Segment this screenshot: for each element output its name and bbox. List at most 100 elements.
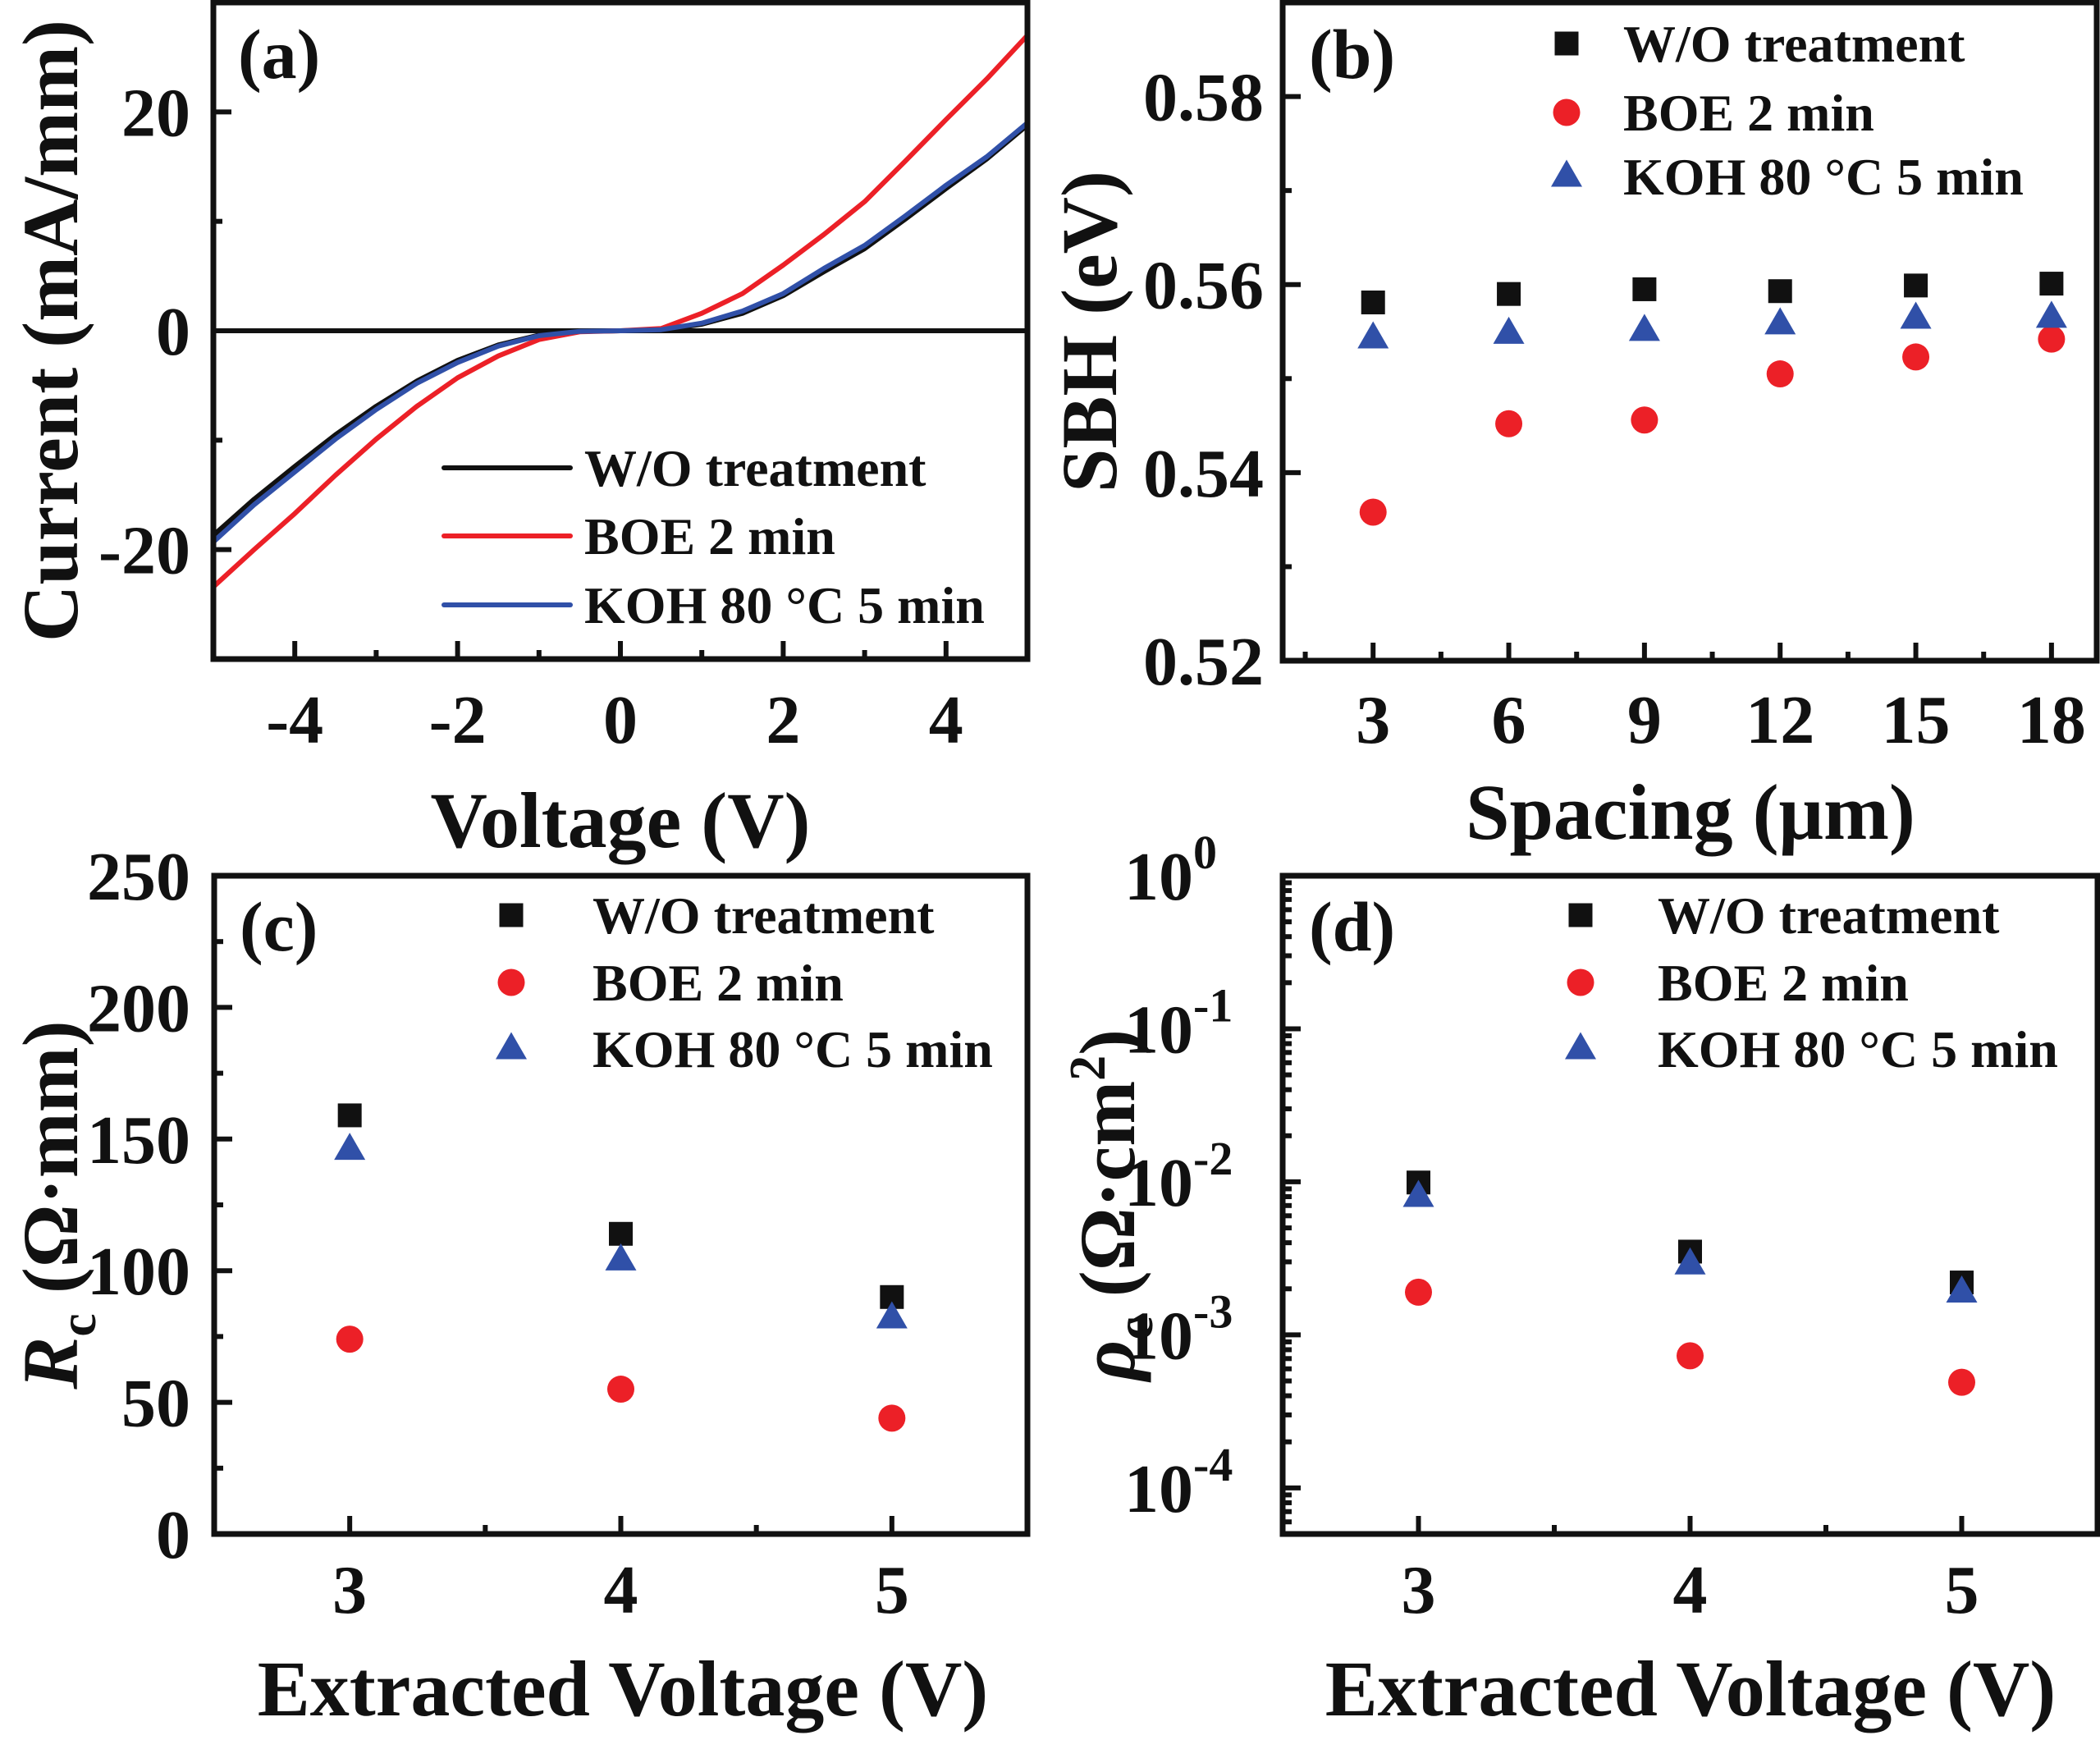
x-tick-label: 5: [875, 1552, 909, 1628]
y-title-subscript: c: [48, 1313, 107, 1336]
series-line-2: [211, 120, 1030, 545]
y-tick-label: 200: [87, 970, 190, 1046]
legend-swatch-triangle: [496, 1032, 527, 1060]
data-point-triangle: [1493, 316, 1525, 344]
x-tick-label: 4: [1673, 1552, 1708, 1628]
data-point-triangle: [2035, 300, 2067, 328]
y-tick-base: 10: [1124, 1298, 1193, 1374]
data-point-triangle: [876, 1301, 908, 1329]
y-tick-exponent: -1: [1193, 978, 1233, 1032]
x-tick-label: 3: [332, 1552, 367, 1628]
x-tick-label: 2: [766, 682, 800, 758]
panel-label: (d): [1309, 887, 1395, 966]
legend-item: BOE 2 min: [497, 954, 844, 1012]
y-tick-label: 100: [1124, 826, 1217, 915]
legend: W/O treatment BOE 2 min KOH 80 °C 5 min: [1565, 886, 2058, 1078]
panel-b-sbh-vs-spacing: 3 6 9 12 15 18 0.52 0.54 0.56 0.58 (b) Spacing (μm)…: [1045, 0, 2100, 856]
legend-label: W/O treatment: [592, 886, 935, 945]
y-tick-label: 150: [87, 1102, 190, 1179]
y-axis-title: Current (mA/mm): [7, 20, 94, 642]
plot-frame: [211, 872, 1031, 1537]
x-tick-label: -2: [429, 682, 487, 758]
y-tick-label: 50: [121, 1366, 190, 1442]
legend-swatch-square: [1554, 31, 1579, 56]
data-point-square: [609, 1221, 633, 1246]
data-point-triangle: [605, 1243, 637, 1271]
y-title-subscript: c: [1105, 1316, 1164, 1339]
y-tick-label: 10-1: [1124, 978, 1233, 1068]
y-tick-label: 100: [87, 1234, 190, 1310]
x-tick-label: 9: [1627, 682, 1662, 758]
data-point-square: [1904, 273, 1928, 298]
legend-label: KOH 80 °C 5 min: [1623, 148, 2024, 206]
legend-label: W/O treatment: [1623, 15, 1965, 73]
legend-swatch-triangle: [1565, 1032, 1596, 1060]
y-tick-label: 10-2: [1124, 1132, 1233, 1221]
legend-item: KOH 80 °C 5 min: [442, 576, 985, 634]
x-tick-label: 5: [1945, 1552, 1979, 1628]
data-point-square: [1632, 277, 1657, 301]
y-tick-label: 250: [87, 839, 190, 915]
data-point-square: [1497, 282, 1521, 306]
legend-label: BOE 2 min: [584, 507, 835, 566]
y-tick-label: 0.56: [1143, 248, 1264, 324]
y-tick-exponent: -4: [1193, 1438, 1233, 1491]
legend-label: BOE 2 min: [1658, 954, 1909, 1012]
legend-item: KOH 80 °C 5 min: [1565, 1020, 2058, 1078]
y-axis-title: SBH (eV): [1045, 171, 1133, 492]
legend-label: KOH 80 °C 5 min: [584, 576, 985, 634]
data-point-triangle: [1764, 307, 1796, 335]
data-point-square: [337, 1103, 362, 1128]
y-tick-label: -20: [98, 513, 190, 589]
y-tick-label: 0: [156, 294, 190, 370]
data-point-triangle: [1946, 1275, 1978, 1303]
y-tick-label: 0.58: [1143, 60, 1264, 136]
plot-frame: [1279, 0, 2100, 664]
data-point-circle: [1495, 410, 1523, 437]
y-axis-title: ρc (Ω·cm2): [1060, 1029, 1164, 1383]
data-point-circle: [1948, 1368, 1975, 1396]
data-point-square: [2039, 272, 2064, 296]
legend-item: BOE 2 min: [442, 507, 835, 566]
x-axis-title: Extracted Voltage (V): [1325, 1645, 2056, 1733]
x-tick-label: 4: [604, 1552, 638, 1628]
x-tick-label: 12: [1745, 682, 1814, 758]
legend-label: BOE 2 min: [592, 954, 844, 1012]
y-title-unit: (Ω·mm): [7, 1020, 94, 1313]
x-tick-label: 3: [1402, 1552, 1436, 1628]
legend-item: BOE 2 min: [1553, 84, 1874, 142]
plot-frame: [1279, 872, 2100, 1537]
legend-label: KOH 80 °C 5 min: [592, 1020, 993, 1078]
x-tick-label: 0: [603, 682, 638, 758]
legend: W/O treatment BOE 2 min KOH 80 °C 5 min: [1551, 15, 2024, 206]
panel-label: (c): [240, 887, 318, 966]
data-point-triangle: [1357, 321, 1389, 349]
legend-swatch-circle: [497, 968, 525, 996]
y-tick-base: 10: [1124, 991, 1193, 1068]
data-point-triangle: [1402, 1179, 1434, 1207]
x-tick-label: 4: [929, 682, 963, 758]
y-tick-exponent: -2: [1193, 1132, 1233, 1185]
y-tick-exponent: -3: [1193, 1284, 1233, 1338]
data-point-triangle: [1628, 314, 1660, 341]
y-tick-label: 0: [156, 1497, 190, 1573]
x-tick-label: 6: [1492, 682, 1526, 758]
plot-frame: [210, 0, 1031, 662]
data-point-triangle: [1900, 301, 1932, 329]
legend: W/O treatment BOE 2 min KOH 80 °C 5 min: [442, 439, 985, 634]
legend-swatch-square: [1568, 903, 1593, 927]
y-title-unit: (Ω·cm: [1064, 1081, 1151, 1316]
y-title-symbol: ρ: [1064, 1340, 1151, 1383]
data-point-circle: [878, 1404, 906, 1432]
legend-item: KOH 80 °C 5 min: [1551, 148, 2024, 206]
legend-swatch-triangle: [1551, 159, 1582, 187]
legend-item: KOH 80 °C 5 min: [496, 1020, 993, 1078]
legend: W/O treatment BOE 2 min KOH 80 °C 5 min: [496, 886, 993, 1078]
x-axis-title: Extracted Voltage (V): [258, 1645, 988, 1733]
x-tick-label: 18: [2017, 682, 2086, 758]
legend-item: BOE 2 min: [1567, 954, 1909, 1012]
y-tick-base: 10: [1124, 1145, 1193, 1221]
data-point-circle: [1631, 406, 1658, 434]
